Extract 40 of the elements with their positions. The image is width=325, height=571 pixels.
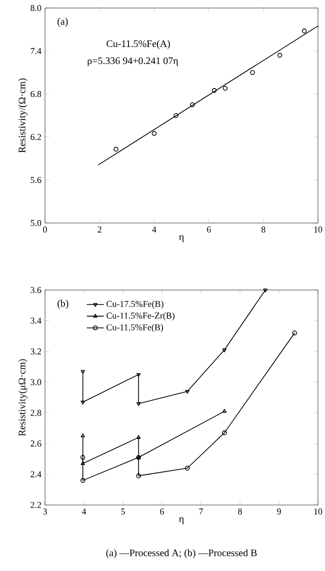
x-tick-label: 8	[262, 226, 266, 233]
y-tick-label: 2.2	[30, 502, 41, 508]
y-tick-label: 3.0	[30, 379, 42, 386]
x-tick-label: 10	[314, 226, 322, 233]
legend-label: Cu-11.5%Fe(B)	[106, 324, 164, 332]
x-tick-label: 6	[160, 508, 164, 515]
y-tick-label: 6.2	[30, 134, 41, 140]
annotation: ρ=5.336 94+0.241 07η	[88, 57, 178, 66]
annotation: (a)	[58, 18, 68, 27]
x-tick-label: 5	[121, 508, 125, 514]
y-axis-title: Resistivity(μΩ·cm)	[18, 359, 28, 436]
y-tick-label: 2.6	[30, 440, 42, 447]
x-axis-title: η	[179, 235, 184, 242]
x-tick-label: 0	[43, 226, 47, 233]
x-tick-label: 4	[152, 226, 156, 232]
x-tick-label: 2	[98, 226, 102, 232]
y-tick-label: 6.8	[30, 90, 42, 98]
annotation: (b)	[58, 300, 68, 309]
x-tick-label: 3	[43, 508, 47, 515]
y-tick-label: 3.4	[30, 318, 42, 324]
y-tick-label: 7.4	[30, 48, 42, 54]
y-tick-label: 5.6	[30, 176, 42, 184]
y-tick-label: 2.4	[30, 471, 42, 478]
x-tick-label: 9	[277, 508, 281, 515]
x-tick-label: 8	[238, 508, 242, 515]
x-tick-label: 10	[314, 508, 322, 515]
legend-label: Cu-11.5%Fe-Zr(B)	[106, 312, 174, 320]
y-tick-label: 8.0	[30, 4, 42, 12]
y-tick-label: 5.0	[30, 220, 42, 226]
legend-label: Cu-17.5%Fe(B)	[106, 300, 164, 309]
x-tick-label: 7	[199, 508, 203, 514]
x-tick-label: 6	[206, 226, 211, 233]
x-axis-title: η	[179, 517, 184, 524]
y-tick-label: 3.6	[30, 286, 42, 294]
text: (a) —Processed A; (b) —Processed B	[106, 549, 257, 558]
y-tick-label: 2.8	[30, 410, 42, 416]
x-tick-label: 4	[82, 508, 86, 514]
annotation: Cu-11.5%Fe(A)	[106, 40, 170, 50]
y-tick-label: 3.2	[30, 348, 41, 354]
y-axis-title: Resistivity/(Ω·cm)	[18, 78, 28, 153]
